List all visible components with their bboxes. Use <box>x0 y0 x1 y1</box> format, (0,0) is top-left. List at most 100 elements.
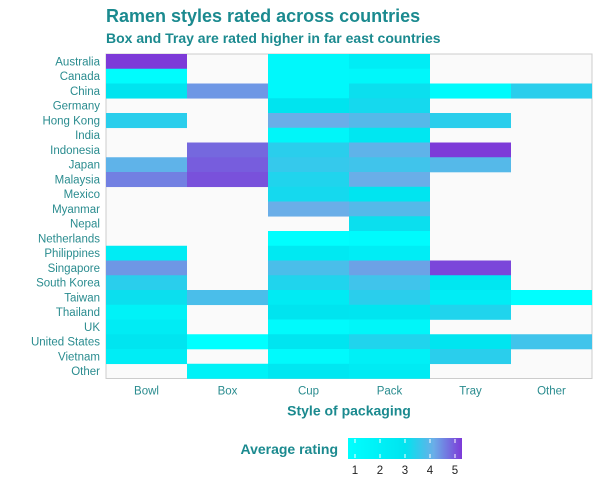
heatmap-cell <box>349 157 430 173</box>
heatmap-cell <box>349 319 430 335</box>
heatmap-cell <box>430 334 511 350</box>
chart-title: Ramen styles rated across countries <box>106 6 421 26</box>
heatmap-cell <box>349 201 430 217</box>
heatmap-cell <box>268 231 349 247</box>
x-tick-label: Tray <box>459 386 482 398</box>
heatmap-cell <box>349 172 430 188</box>
heatmap-cell <box>106 334 187 350</box>
heatmap-cell <box>106 290 187 306</box>
heatmap-cell <box>349 186 430 202</box>
heatmap-cell <box>430 83 511 99</box>
heatmap-cell <box>430 260 511 276</box>
color-legend: Average rating 1 2 3 4 5 <box>240 438 462 477</box>
y-tick-label: Taiwan <box>64 292 100 304</box>
heatmap-cell <box>268 186 349 202</box>
y-tick-label: UK <box>84 322 100 334</box>
heatmap-cell <box>106 275 187 291</box>
y-tick-label: South Korea <box>36 278 101 290</box>
heatmap-cell <box>349 349 430 365</box>
heatmap-cell <box>268 319 349 335</box>
y-tick-label: Myanmar <box>52 204 100 216</box>
heatmap-cell <box>106 54 187 70</box>
heatmap-cell <box>268 157 349 173</box>
heatmap-cell <box>430 157 511 173</box>
heatmap-cell <box>349 363 430 379</box>
y-tick-label: Netherlands <box>38 233 100 245</box>
x-tick-label: Other <box>537 386 566 398</box>
heatmap-cell <box>268 172 349 188</box>
heatmap-cell <box>511 290 592 306</box>
heatmap-cell <box>349 127 430 143</box>
heatmap-cell <box>187 83 268 99</box>
heatmap-cell <box>106 83 187 99</box>
y-tick-label: Mexico <box>64 189 100 201</box>
legend-colorbar <box>348 438 462 459</box>
y-tick-label: Hong Kong <box>42 115 100 127</box>
y-axis-labels: Australia Canada China Germany Hong Kong Indi… <box>31 56 101 378</box>
y-tick-label: India <box>75 130 101 142</box>
heatmap-cell <box>187 363 268 379</box>
heatmap-cell <box>430 349 511 365</box>
heatmap-cell <box>106 304 187 320</box>
heatmap-cells <box>106 54 592 379</box>
heatmap-cell <box>511 334 592 350</box>
heatmap-cell <box>106 245 187 261</box>
legend-ticks: 1 2 3 4 5 <box>352 439 458 477</box>
x-axis-title: Style of packaging <box>287 403 411 419</box>
heatmap-cell <box>268 304 349 320</box>
heatmap-cell <box>268 142 349 158</box>
heatmap-cell <box>349 260 430 276</box>
legend-tick-label: 4 <box>427 465 434 477</box>
y-tick-label: Indonesia <box>50 145 100 157</box>
heatmap-cell <box>349 83 430 99</box>
heatmap-cell <box>268 260 349 276</box>
heatmap-cell <box>430 290 511 306</box>
heatmap-cell <box>349 142 430 158</box>
heatmap-cell <box>511 83 592 99</box>
heatmap-cell <box>187 157 268 173</box>
y-tick-label: Canada <box>60 71 101 83</box>
heatmap-cell <box>349 304 430 320</box>
heatmap-cell <box>349 231 430 247</box>
legend-tick-label: 3 <box>402 465 408 477</box>
x-tick-label: Bowl <box>134 386 159 398</box>
legend-tick-label: 2 <box>377 465 383 477</box>
heatmap-cell <box>349 54 430 70</box>
heatmap-cell <box>106 68 187 84</box>
heatmap-cell <box>106 349 187 365</box>
x-axis-labels: Bowl Box Cup Pack Tray Other <box>134 386 566 398</box>
legend-tick-label: 5 <box>452 465 458 477</box>
x-tick-label: Pack <box>377 386 403 398</box>
heatmap-cell <box>268 54 349 70</box>
y-tick-label: Nepal <box>70 219 100 231</box>
legend-title: Average rating <box>240 441 338 457</box>
legend-tick-label: 1 <box>352 465 358 477</box>
heatmap-cell <box>268 334 349 350</box>
heatmap-cell <box>430 275 511 291</box>
heatmap-cell <box>349 113 430 129</box>
heatmap-cell <box>430 113 511 129</box>
heatmap-cell <box>187 172 268 188</box>
x-tick-label: Box <box>218 386 238 398</box>
heatmap-cell <box>106 113 187 129</box>
heatmap-cell <box>268 275 349 291</box>
heatmap-cell <box>349 275 430 291</box>
y-tick-label: United States <box>31 337 100 349</box>
heatmap-cell <box>268 127 349 143</box>
heatmap-cell <box>349 98 430 114</box>
heatmap-cell <box>187 334 268 350</box>
y-tick-label: Japan <box>69 160 100 172</box>
heatmap-cell <box>268 245 349 261</box>
heatmap-cell <box>106 172 187 188</box>
y-tick-label: Malaysia <box>55 174 101 186</box>
heatmap-cell <box>268 113 349 129</box>
heatmap-cell <box>349 68 430 84</box>
heatmap-cell <box>268 98 349 114</box>
heatmap-cell <box>106 319 187 335</box>
x-tick-label: Cup <box>298 386 319 398</box>
heatmap-cell <box>268 83 349 99</box>
heatmap-cell <box>268 290 349 306</box>
y-tick-label: Other <box>71 366 100 378</box>
y-tick-label: Germany <box>53 101 101 113</box>
heatmap-cell <box>268 363 349 379</box>
